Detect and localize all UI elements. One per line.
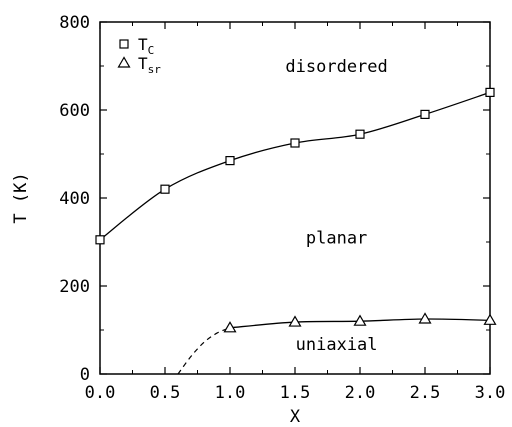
x-tick-label: 0.5 bbox=[150, 383, 181, 403]
triangle-marker bbox=[483, 313, 497, 325]
region-labels: disordered planar uniaxial bbox=[285, 57, 387, 355]
y-tick-label: 0 bbox=[80, 365, 90, 385]
square-marker bbox=[225, 156, 235, 166]
region-label: uniaxial bbox=[296, 335, 378, 355]
y-tick-label: 800 bbox=[59, 13, 90, 33]
square-marker bbox=[355, 129, 365, 139]
x-tick-label: 1.0 bbox=[215, 383, 246, 403]
y-tick-label: 400 bbox=[59, 189, 90, 209]
axis-ticks bbox=[99, 21, 491, 375]
y-axis-label: T (K) bbox=[11, 172, 31, 223]
legend-triangle-marker bbox=[117, 56, 131, 68]
legend-label: Tsr bbox=[138, 54, 161, 76]
square-marker bbox=[160, 184, 170, 194]
dashed-extrapolation-line bbox=[177, 327, 231, 375]
data-markers bbox=[95, 87, 497, 333]
x-tick-label: 0.0 bbox=[85, 383, 116, 403]
x-axis-label: X bbox=[290, 407, 301, 427]
legend-square-marker bbox=[119, 39, 129, 49]
x-tick-labels: 0.0 0.5 1.0 1.5 2.0 2.5 3.0 bbox=[85, 383, 506, 403]
square-marker bbox=[485, 87, 495, 98]
legend-label-subscript: C bbox=[148, 44, 155, 57]
x-tick-label: 3.0 bbox=[475, 383, 506, 403]
triangle-marker bbox=[223, 321, 237, 333]
y-tick-label: 600 bbox=[59, 101, 90, 121]
x-tick-label: 2.5 bbox=[410, 383, 441, 403]
curves bbox=[99, 91, 491, 375]
series-line-0 bbox=[99, 91, 491, 241]
x-tick-label: 2.0 bbox=[345, 383, 376, 403]
legend-label-subscript: sr bbox=[148, 63, 162, 76]
triangle-marker bbox=[418, 312, 432, 324]
y-tick-label: 200 bbox=[59, 277, 90, 297]
square-marker bbox=[95, 235, 105, 245]
region-label: disordered bbox=[285, 57, 387, 77]
square-marker bbox=[290, 138, 300, 148]
y-tick-labels: 0 200 400 600 800 bbox=[59, 13, 90, 385]
region-label: planar bbox=[306, 229, 367, 249]
triangle-marker bbox=[288, 315, 302, 327]
triangle-marker bbox=[353, 314, 367, 326]
x-tick-label: 1.5 bbox=[280, 383, 311, 403]
square-marker bbox=[420, 109, 430, 120]
